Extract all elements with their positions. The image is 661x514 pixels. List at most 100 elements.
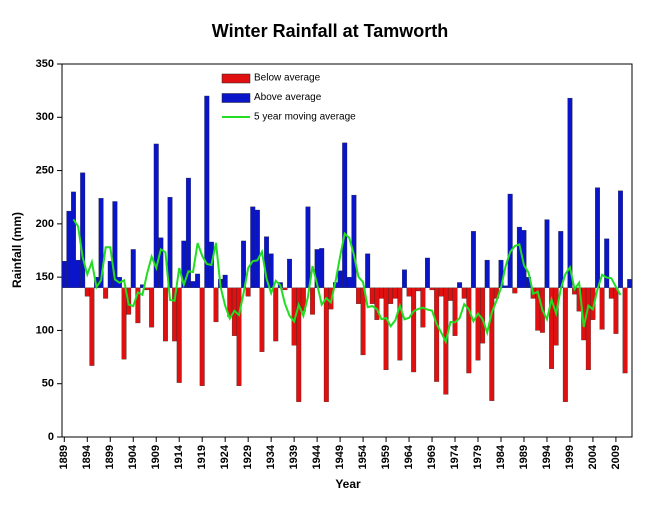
- y-axis-label: Rainfall (mm): [10, 212, 24, 288]
- bar: [158, 237, 164, 288]
- bar: [618, 190, 623, 288]
- bar: [176, 287, 182, 383]
- bar: [424, 257, 430, 288]
- y-tick-label: 200: [36, 218, 54, 230]
- y-tick-label: 300: [36, 111, 54, 123]
- bar: [89, 287, 95, 366]
- bar: [323, 287, 329, 402]
- bar: [259, 287, 265, 352]
- bar: [167, 197, 173, 288]
- bar: [199, 287, 205, 386]
- x-tick-label: 1934: [265, 444, 277, 469]
- bar: [484, 259, 490, 288]
- bar: [75, 259, 81, 288]
- bar: [103, 287, 109, 299]
- bar: [480, 287, 486, 344]
- bar: [388, 287, 394, 304]
- bar: [374, 287, 380, 320]
- bar: [310, 287, 315, 315]
- x-tick-label: 1959: [380, 445, 392, 469]
- bar: [503, 285, 509, 288]
- bar: [544, 219, 550, 288]
- legend-swatch: [221, 73, 251, 84]
- bar: [282, 287, 288, 291]
- y-tick-label: 350: [36, 58, 54, 70]
- bar: [236, 287, 242, 386]
- bar: [250, 206, 256, 288]
- bar: [185, 177, 191, 288]
- bar: [112, 201, 118, 288]
- x-axis-label: Year: [335, 477, 361, 491]
- x-tick-label: 1899: [104, 445, 116, 469]
- legend-label: Below average: [254, 73, 321, 84]
- bar: [470, 231, 476, 288]
- x-tick-label: 1894: [81, 444, 93, 469]
- bar: [466, 287, 472, 374]
- x-tick-label: 1904: [127, 444, 139, 469]
- bar: [438, 287, 444, 297]
- bar: [319, 248, 325, 288]
- bar: [447, 287, 453, 301]
- bar: [402, 269, 407, 288]
- bar: [213, 287, 219, 323]
- bar: [608, 287, 614, 299]
- x-tick-label: 2009: [610, 445, 622, 469]
- bar: [356, 287, 361, 304]
- bar: [461, 287, 467, 299]
- x-tick-label: 1939: [288, 445, 300, 469]
- bar: [80, 172, 86, 288]
- bar: [130, 249, 136, 288]
- bar: [379, 287, 384, 299]
- bar: [121, 287, 127, 360]
- x-tick-label: 1989: [518, 445, 530, 469]
- x-tick-label: 1944: [311, 444, 323, 469]
- x-tick-label: 1954: [357, 444, 369, 469]
- legend-label: 5 year moving average: [254, 112, 356, 123]
- x-tick-label: 1999: [564, 445, 576, 469]
- bar: [144, 287, 150, 291]
- x-tick-label: 1979: [472, 445, 484, 469]
- bar: [61, 261, 67, 288]
- y-tick-label: 100: [36, 324, 54, 336]
- x-tick-label: 1994: [541, 444, 553, 469]
- bar: [71, 191, 76, 288]
- y-tick-label: 0: [48, 431, 54, 443]
- bar: [66, 210, 72, 288]
- bar: [567, 97, 573, 288]
- bar: [360, 287, 366, 356]
- bar: [351, 194, 357, 288]
- bar: [162, 287, 168, 342]
- chart-title: Winter Rainfall at Tamworth: [212, 21, 449, 41]
- bar: [383, 287, 389, 371]
- bar: [489, 287, 495, 401]
- bar: [287, 258, 292, 288]
- x-tick-label: 1914: [173, 444, 185, 469]
- bar: [296, 287, 302, 402]
- bar: [337, 270, 343, 288]
- bar: [135, 287, 141, 324]
- bar: [397, 287, 403, 361]
- bar: [595, 187, 600, 288]
- bar: [346, 276, 352, 288]
- bar: [153, 143, 159, 288]
- bar: [429, 287, 435, 291]
- bar: [369, 287, 375, 304]
- bar: [558, 231, 564, 288]
- y-tick-label: 50: [42, 378, 54, 390]
- x-tick-label: 1929: [242, 445, 254, 469]
- bar: [516, 226, 522, 288]
- bar: [222, 274, 228, 288]
- bar: [98, 198, 104, 288]
- bar: [342, 142, 348, 288]
- bar: [84, 287, 90, 297]
- bar: [268, 253, 274, 288]
- bar: [204, 95, 210, 288]
- bar: [599, 287, 605, 330]
- x-tick-label: 1909: [150, 445, 162, 469]
- bar: [254, 209, 260, 288]
- x-tick-label: 1889: [58, 445, 70, 469]
- bar: [452, 287, 458, 336]
- legend-label: Above average: [254, 92, 322, 103]
- bar: [457, 282, 463, 288]
- bar: [553, 287, 559, 346]
